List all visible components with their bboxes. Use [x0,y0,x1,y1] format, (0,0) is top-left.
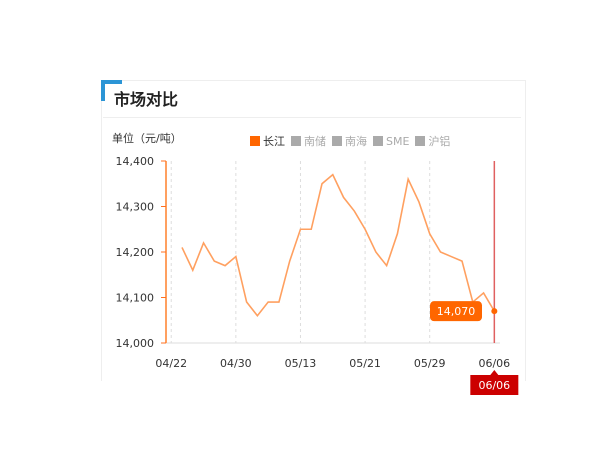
y-tick-label: 14,400 [116,155,155,168]
y-tick-label: 14,100 [116,292,155,305]
legend-label: 长江 [263,135,285,148]
y-tick-label: 14,200 [116,246,155,259]
x-tick-label: 05/13 [285,357,317,370]
legend-label: SME [386,134,410,148]
legend: 长江 南储 南海 SME 沪铝 [250,133,450,149]
x-tick-label: 06/06 [478,357,510,370]
legend-swatch-icon [415,136,426,146]
legend-item-3[interactable]: SME [373,133,409,149]
x-tick-label: 04/30 [220,357,252,370]
data-point-last [491,308,498,315]
legend-label: 沪铝 [428,135,451,148]
legend-swatch-icon [250,136,260,146]
y-axis-unit-label: 单位（元/吨） [112,132,182,145]
legend-swatch-icon [291,136,301,146]
x-tick-label: 05/29 [414,357,446,370]
y-tick-label: 14,000 [116,337,155,350]
x-tick-label: 05/21 [349,357,381,370]
legend-swatch-icon [332,136,342,146]
y-tick-label: 14,300 [116,201,155,214]
legend-swatch-icon [373,136,383,146]
tooltip-date: 06/06 [478,379,510,392]
tooltip-date-pointer [490,370,499,375]
market-compare-card [101,80,526,381]
legend-label: 南海 [345,135,367,148]
legend-item-2[interactable]: 南海 [332,133,367,149]
legend-label: 南储 [304,135,326,148]
tooltip-value: 14,070 [437,305,476,318]
legend-item-4[interactable]: 沪铝 [415,133,450,149]
tooltip-date-box [470,375,519,395]
legend-item-0[interactable]: 长江 [250,133,285,149]
title-corner-accent [101,80,122,101]
legend-item-1[interactable]: 南储 [291,133,326,149]
divider [103,117,521,118]
x-tick-label: 04/22 [155,357,187,370]
series-line-changjiang [181,173,496,317]
tooltip-value-box [430,301,482,322]
card-title: 市场对比 [114,90,179,109]
